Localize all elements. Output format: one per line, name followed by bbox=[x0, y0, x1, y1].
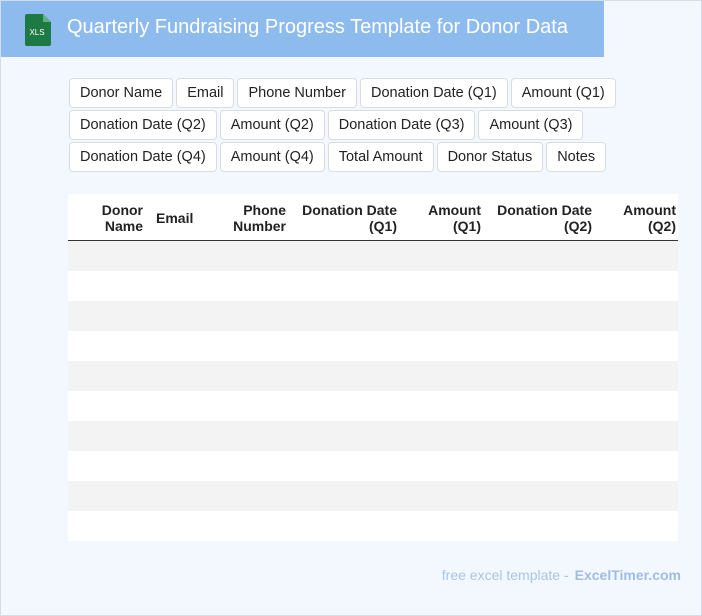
table-row[interactable] bbox=[68, 361, 678, 391]
chip-donation-date-q4[interactable]: Donation Date (Q4) bbox=[69, 142, 217, 172]
chip-email[interactable]: Email bbox=[176, 78, 235, 108]
chip-amount-q1[interactable]: Amount (Q1) bbox=[510, 78, 616, 108]
title-bar: XLS Quarterly Fundraising Progress Templ… bbox=[1, 1, 604, 57]
chip-donation-date-q3[interactable]: Donation Date (Q3) bbox=[327, 110, 476, 140]
chip-notes[interactable]: Notes bbox=[546, 142, 607, 172]
xls-file-icon: XLS bbox=[25, 14, 51, 46]
table-row[interactable] bbox=[68, 481, 678, 511]
chip-donor-name[interactable]: Donor Name bbox=[69, 78, 174, 108]
header-donor-name: Donor Name bbox=[101, 202, 143, 234]
page-title: Quarterly Fundraising Progress Template … bbox=[67, 16, 568, 38]
column-chip-list: Donor Name Email Phone Number Donation D… bbox=[69, 78, 629, 172]
header-donation-date-q2: Donation Date (Q2) bbox=[497, 202, 592, 234]
chip-amount-q2[interactable]: Amount (Q2) bbox=[219, 110, 325, 140]
table-row[interactable] bbox=[68, 241, 678, 271]
table-row[interactable] bbox=[68, 421, 678, 451]
table-row[interactable] bbox=[68, 511, 678, 541]
table-body bbox=[68, 241, 678, 541]
header-email: Email bbox=[156, 210, 194, 226]
header-donation-date-q1: Donation Date (Q1) bbox=[302, 202, 397, 234]
table-row[interactable] bbox=[68, 331, 678, 361]
table-header-row: Donor Name Email Phone Number Donation D… bbox=[68, 194, 678, 241]
chip-amount-q4[interactable]: Amount (Q4) bbox=[219, 142, 325, 172]
chip-total-amount[interactable]: Total Amount bbox=[327, 142, 434, 172]
footer-prefix: free excel template - bbox=[441, 567, 569, 583]
header-amount-q1: Amount (Q1) bbox=[428, 202, 481, 234]
header-amount-q2: Amount (Q2) bbox=[623, 202, 676, 234]
chip-donor-status[interactable]: Donor Status bbox=[436, 142, 544, 172]
chip-amount-q3[interactable]: Amount (Q3) bbox=[478, 110, 584, 140]
chip-phone-number[interactable]: Phone Number bbox=[237, 78, 357, 108]
chip-donation-date-q2[interactable]: Donation Date (Q2) bbox=[69, 110, 217, 140]
table-row[interactable] bbox=[68, 271, 678, 301]
footer-credit: free excel template - ExcelTimer.com bbox=[442, 567, 681, 583]
xls-icon-label: XLS bbox=[29, 28, 44, 37]
chip-donation-date-q1[interactable]: Donation Date (Q1) bbox=[360, 78, 508, 108]
footer-brand-link[interactable]: ExcelTimer.com bbox=[574, 567, 681, 583]
header-phone-number: Phone Number bbox=[233, 202, 286, 234]
table-row[interactable] bbox=[68, 451, 678, 481]
table-row[interactable] bbox=[68, 301, 678, 331]
table-row[interactable] bbox=[68, 391, 678, 421]
donor-table: Donor Name Email Phone Number Donation D… bbox=[68, 194, 678, 541]
